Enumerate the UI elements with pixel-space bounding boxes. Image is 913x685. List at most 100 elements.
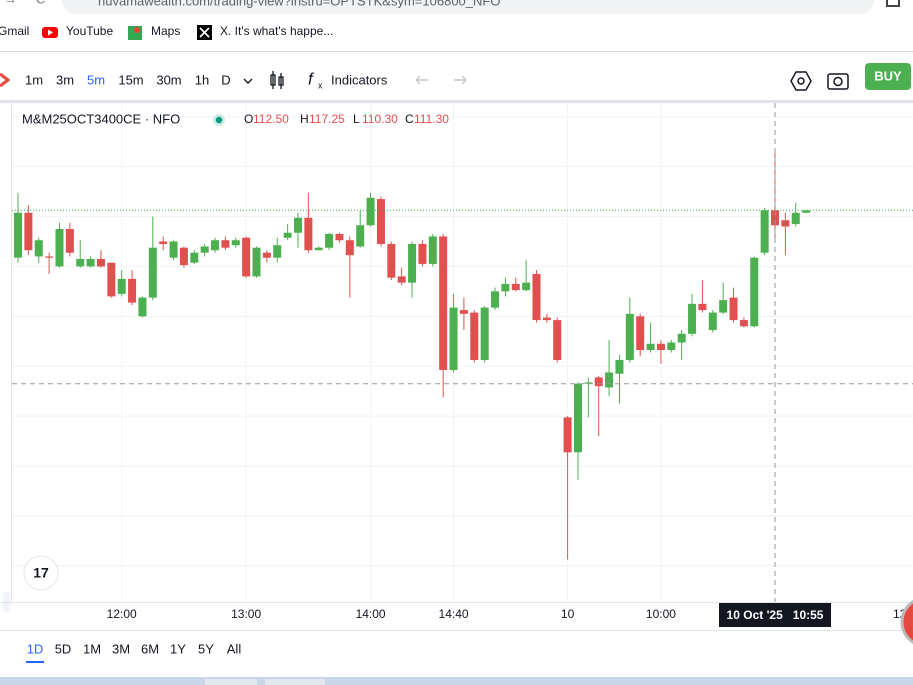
- chart-type-button[interactable]: [270, 71, 284, 89]
- x-tick-label: 12:00: [107, 607, 137, 621]
- candle-body: [335, 233, 344, 241]
- range-button[interactable]: 6M: [141, 641, 159, 656]
- candle-body: [273, 245, 282, 258]
- x-tick-label: 13:00: [231, 607, 261, 621]
- candle-body: [376, 199, 385, 244]
- legend-value: 110.30: [362, 112, 398, 126]
- buy-button[interactable]: [865, 63, 911, 90]
- reload-button[interactable]: C: [36, 0, 45, 6]
- candle-body: [605, 372, 614, 388]
- crosshair-label: 10 Oct '25 10:55: [727, 608, 824, 622]
- x-tick-label: 14:00: [356, 607, 386, 621]
- logo: [0, 72, 11, 88]
- redo-button[interactable]: [454, 75, 467, 85]
- candle-body: [14, 212, 22, 258]
- interval-dropdown[interactable]: [243, 78, 253, 84]
- interval-button[interactable]: 30m: [156, 72, 181, 87]
- bookmark[interactable]: X. It's what's happe...: [220, 24, 333, 38]
- legend-key: O: [244, 112, 253, 126]
- range-button[interactable]: 5Y: [198, 641, 214, 656]
- candle-body: [190, 252, 199, 263]
- candle-body: [221, 240, 230, 248]
- range-button[interactable]: 5D: [55, 641, 72, 656]
- candle-body: [594, 377, 603, 387]
- chat-widget[interactable]: [900, 598, 913, 646]
- candle-body: [656, 343, 665, 351]
- range-group: 1D 5D 1M 3M 6M 1Y 5Y All: [26, 641, 242, 663]
- taskbar-item[interactable]: [205, 679, 257, 685]
- range-button[interactable]: 1Y: [170, 641, 186, 656]
- fx-icon[interactable]: f: [308, 69, 315, 88]
- candle-body: [107, 262, 116, 297]
- candle-body: [667, 342, 676, 351]
- back-button[interactable]: →: [4, 0, 17, 6]
- taskbar-item[interactable]: [265, 679, 325, 685]
- candle-body: [304, 217, 313, 251]
- candle-body: [408, 243, 417, 283]
- interval-button[interactable]: 15m: [118, 72, 143, 87]
- screenshot-button[interactable]: [827, 73, 849, 90]
- candle-body: [625, 313, 634, 360]
- maps-pin: [134, 27, 140, 33]
- interval-button[interactable]: D: [221, 72, 230, 87]
- bookmark[interactable]: YouTube: [66, 24, 113, 38]
- range-button[interactable]: 1D: [27, 641, 44, 656]
- legend-value: 117.25: [309, 112, 345, 126]
- taskbar: [0, 677, 913, 685]
- candle-body: [708, 312, 717, 331]
- fx-icon: x: [318, 80, 323, 90]
- candle-body: [636, 316, 645, 351]
- candle-body: [314, 247, 323, 251]
- candle-body: [542, 317, 551, 321]
- range-button[interactable]: 3M: [112, 641, 130, 656]
- settings-button[interactable]: [790, 71, 812, 91]
- candle-body: [293, 217, 302, 233]
- candle-body: [117, 278, 126, 294]
- interval-button[interactable]: 3m: [56, 72, 74, 87]
- undo-button[interactable]: [415, 75, 428, 85]
- address-bar[interactable]: [62, 0, 874, 14]
- candle-body: [677, 333, 686, 343]
- candle-body: [252, 247, 261, 277]
- extension-icon[interactable]: [886, 0, 900, 7]
- candle-body: [148, 247, 157, 298]
- chart: [12, 103, 913, 602]
- range-button[interactable]: 1M: [83, 641, 101, 656]
- url[interactable]: nuvamawealth.com/trading-view?instru=OPT…: [98, 0, 500, 8]
- candle-body: [128, 278, 137, 303]
- legend-key: L: [353, 112, 360, 126]
- candle-body: [522, 282, 531, 291]
- candle-body: [387, 243, 396, 278]
- settings-icon: [797, 77, 805, 85]
- range-button[interactable]: All: [227, 641, 242, 656]
- legend-value: 111.30: [414, 112, 449, 126]
- chart-title: M&M25OCT3400CE · NFO: [22, 111, 180, 126]
- tv-logo: 17: [33, 565, 49, 581]
- candle-body: [428, 236, 437, 264]
- legend-value: 112.50: [253, 112, 289, 126]
- candle-body: [65, 228, 74, 253]
- status-dot: [215, 116, 223, 124]
- candle-body: [24, 212, 33, 251]
- candle-body: [34, 240, 43, 257]
- interval-button[interactable]: 1h: [195, 72, 209, 87]
- bookmark[interactable]: Gmail: [0, 24, 29, 38]
- candle-body: [179, 247, 188, 266]
- interval-button[interactable]: 5m: [87, 72, 105, 87]
- candle-body: [211, 240, 220, 251]
- interval-button[interactable]: 1m: [25, 72, 43, 87]
- candle-body: [449, 307, 458, 370]
- candle-body: [646, 343, 655, 351]
- candle-body: [325, 233, 334, 248]
- candle-body: [231, 240, 240, 246]
- candle-body: [501, 283, 510, 292]
- candle-body: [688, 303, 697, 334]
- x-tick-label: 14:40: [439, 607, 469, 621]
- candle-body: [159, 241, 168, 244]
- tv-logo-button[interactable]: [23, 555, 59, 591]
- bookmark[interactable]: Maps: [151, 24, 180, 38]
- indicators-button[interactable]: Indicators: [331, 72, 388, 87]
- candle-body: [771, 210, 780, 226]
- candle-body: [397, 276, 406, 283]
